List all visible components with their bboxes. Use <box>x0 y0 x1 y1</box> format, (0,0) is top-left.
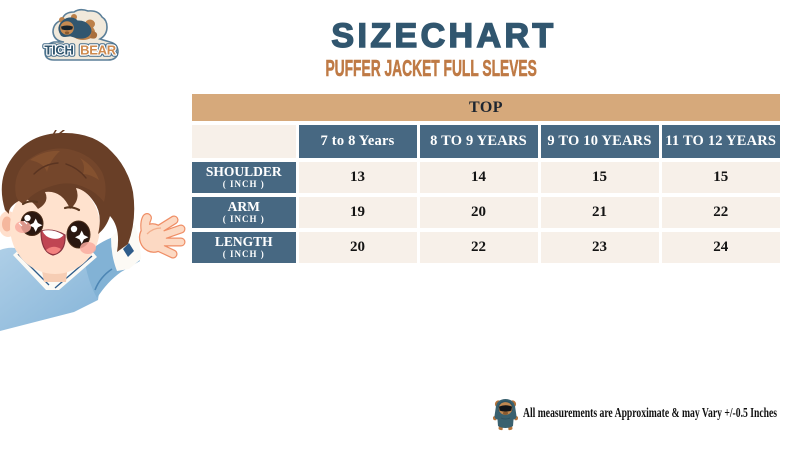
svg-text:BEAR: BEAR <box>80 43 117 58</box>
svg-text:BEAR: BEAR <box>80 43 117 58</box>
svg-text:TICH: TICH <box>44 43 73 58</box>
svg-text:TICH: TICH <box>44 43 73 58</box>
svg-text:BEAR: BEAR <box>80 43 117 58</box>
svg-text:TICH: TICH <box>44 43 73 58</box>
